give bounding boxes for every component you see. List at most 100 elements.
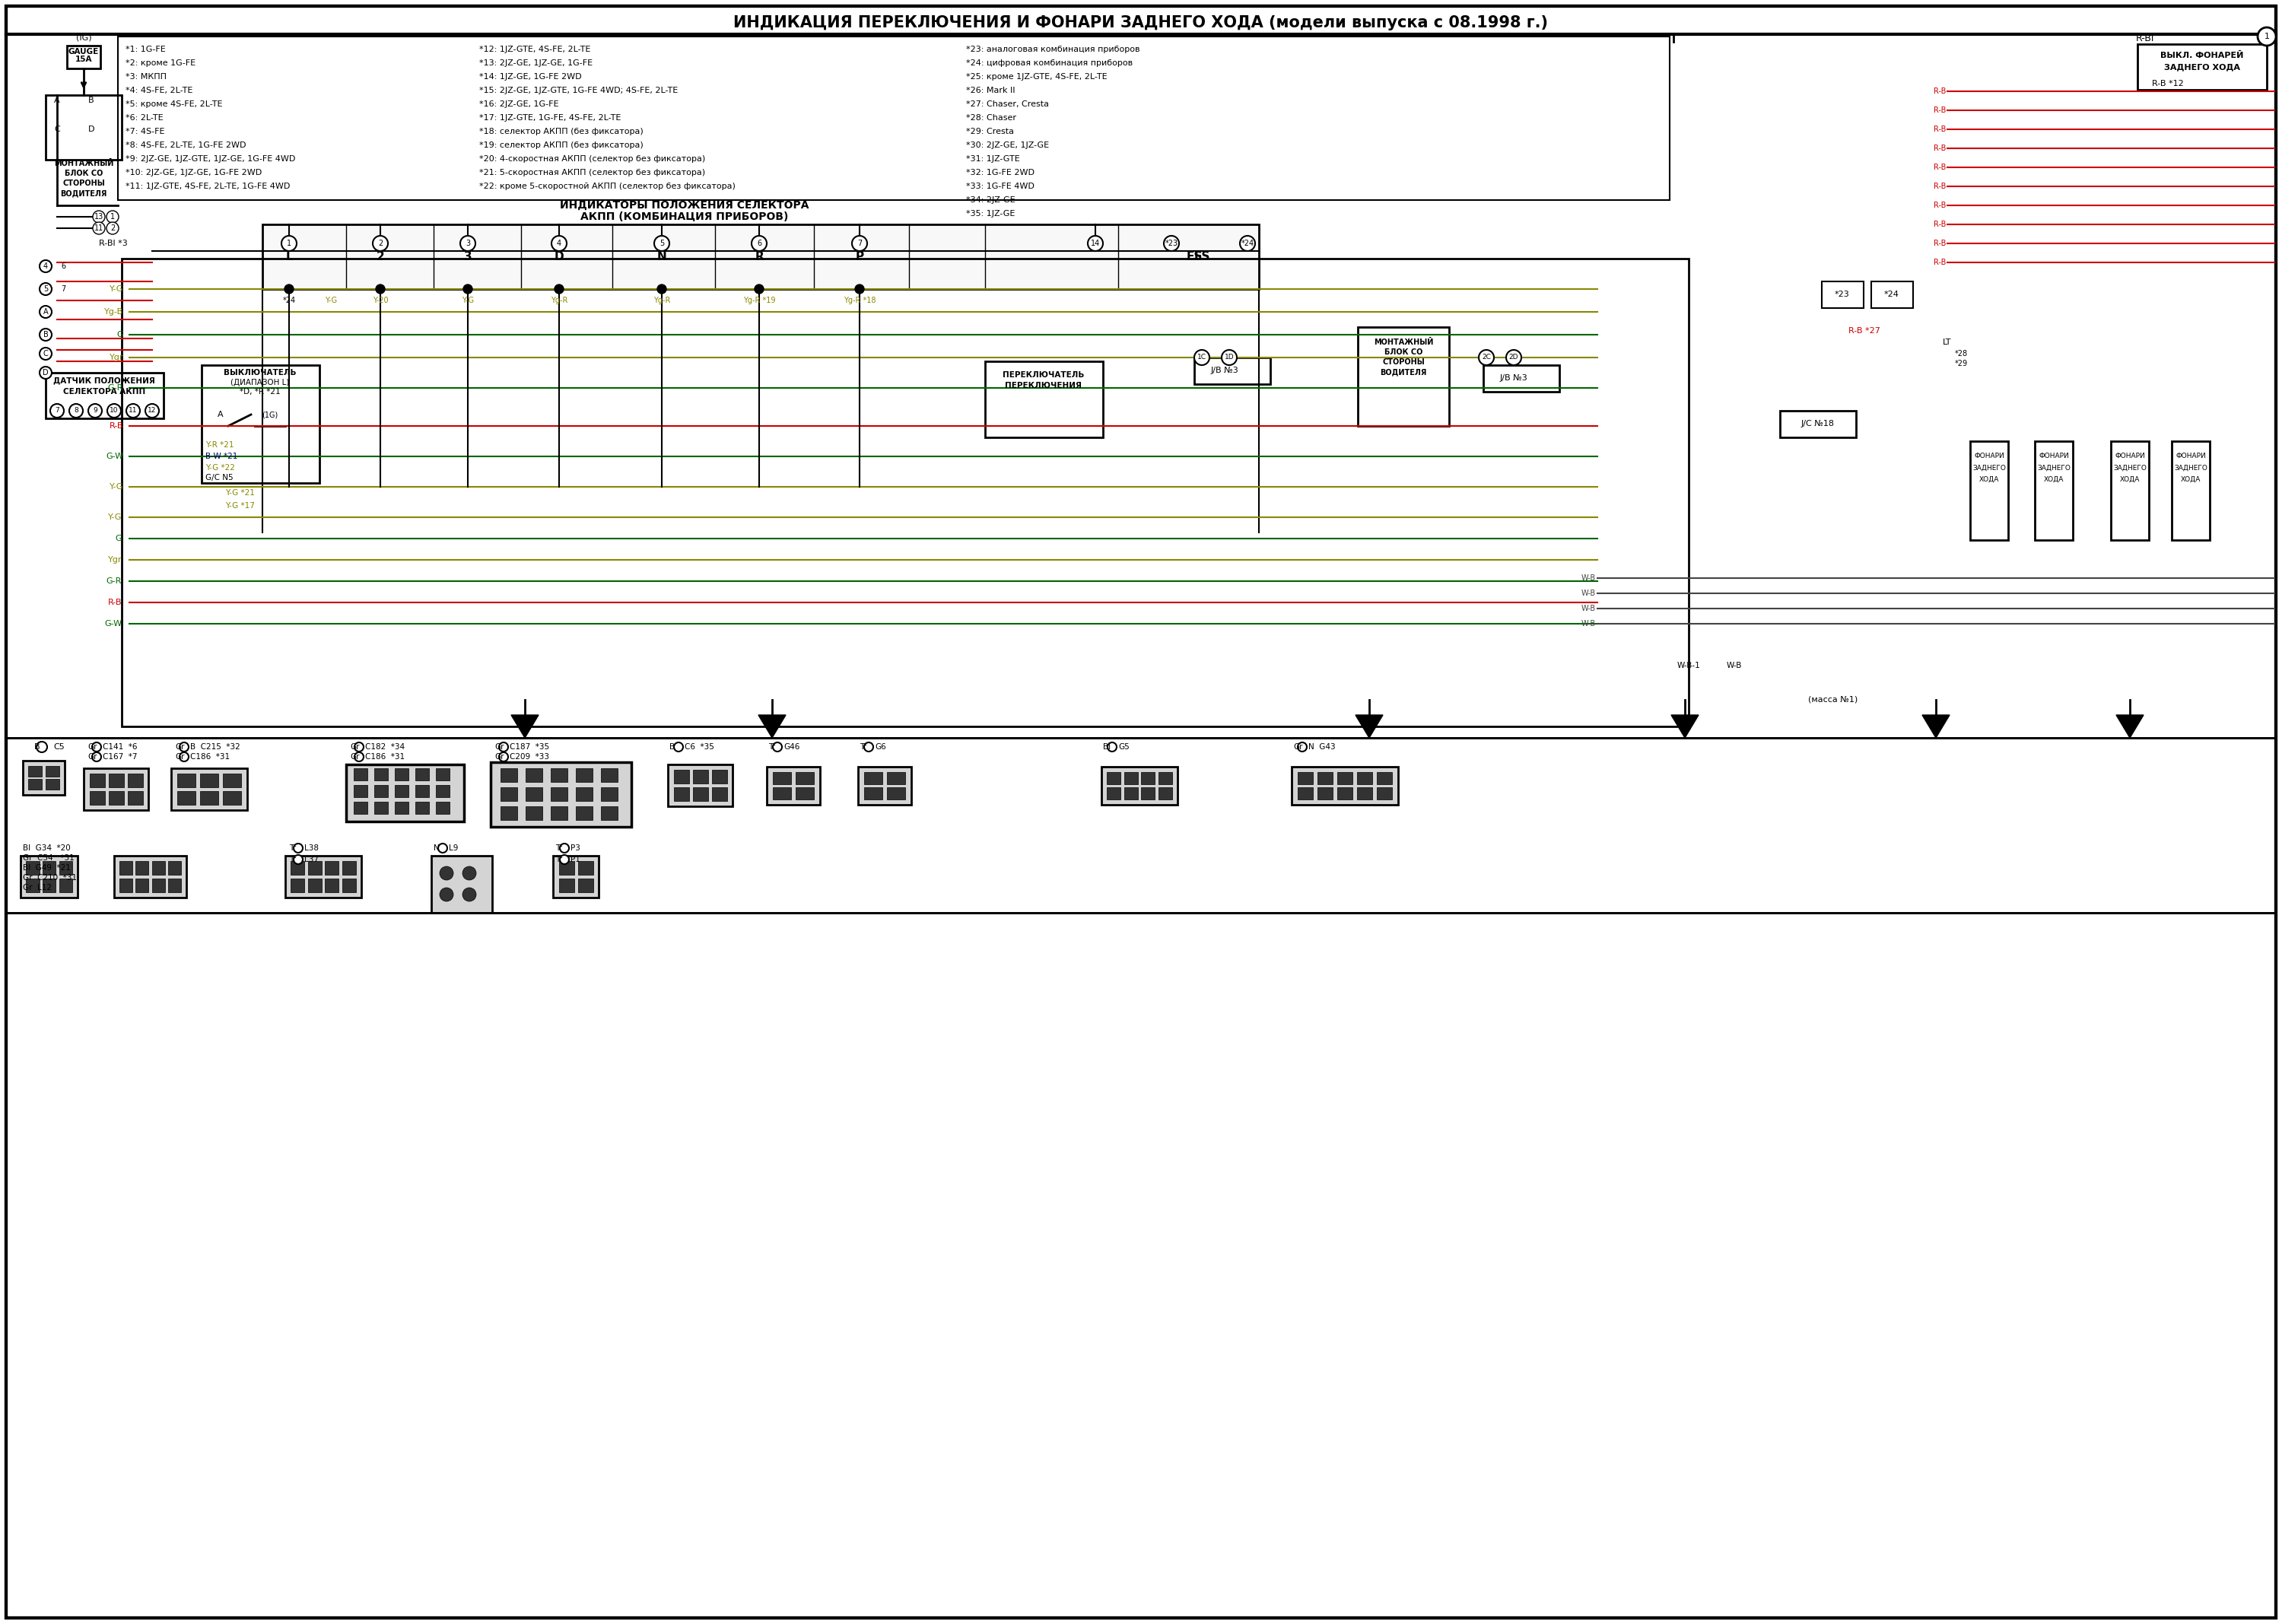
Circle shape	[107, 222, 119, 234]
Circle shape	[440, 866, 454, 880]
Circle shape	[94, 222, 105, 234]
Circle shape	[294, 854, 304, 864]
Text: Y-G: Y-G	[461, 297, 475, 304]
Bar	[431, 856, 493, 913]
Text: *27: Chaser, Cresta: *27: Chaser, Cresta	[965, 101, 1050, 109]
Bar	[500, 788, 518, 801]
Text: Bl  G34  *20: Bl G34 *20	[23, 844, 71, 853]
Circle shape	[107, 404, 121, 417]
Text: *10: 2JZ-GE, 1JZ-GE, 1G-FE 2WD: *10: 2JZ-GE, 1JZ-GE, 1G-FE 2WD	[126, 169, 262, 177]
Text: 10: 10	[110, 408, 119, 414]
Text: G-W: G-W	[105, 620, 121, 627]
Text: 2D: 2D	[1508, 354, 1518, 361]
Bar	[354, 768, 367, 781]
Circle shape	[50, 404, 64, 417]
Bar	[201, 773, 219, 788]
Text: P3: P3	[570, 844, 580, 853]
Text: *18: селектор АКПП (без фиксатора): *18: селектор АКПП (без фиксатора)	[479, 128, 644, 135]
Text: ЗАДНЕГО: ЗАДНЕГО	[2113, 464, 2147, 471]
Bar	[178, 773, 196, 788]
Text: Bl: Bl	[1102, 744, 1111, 750]
Circle shape	[751, 235, 767, 252]
Text: Tr: Tr	[769, 744, 776, 750]
Bar	[374, 768, 388, 781]
Text: ФОНАРИ: ФОНАРИ	[1974, 453, 2004, 460]
Text: 4: 4	[557, 240, 561, 247]
Text: ФОНАРИ: ФОНАРИ	[2175, 453, 2207, 460]
Bar	[308, 861, 322, 875]
Text: GAUGE: GAUGE	[68, 49, 98, 55]
Bar	[110, 791, 123, 804]
Bar	[1317, 771, 1333, 784]
Bar	[1107, 771, 1120, 784]
Text: *8: 4S-FE, 2L-TE, 1G-FE 2WD: *8: 4S-FE, 2L-TE, 1G-FE 2WD	[126, 141, 246, 149]
Text: *22: кроме 5-скоростной АКПП (селектор без фиксатора): *22: кроме 5-скоростной АКПП (селектор б…	[479, 182, 735, 190]
Text: C209  *33: C209 *33	[509, 754, 550, 760]
Bar	[436, 784, 450, 797]
Text: ДАТЧИК ПОЛОЖЕНИЯ: ДАТЧИК ПОЛОЖЕНИЯ	[52, 377, 155, 385]
Bar	[1102, 767, 1178, 806]
Text: A: A	[43, 309, 48, 315]
Text: W-B: W-B	[1581, 575, 1595, 581]
Text: B-W *21: B-W *21	[205, 453, 237, 460]
Text: 3: 3	[463, 250, 472, 261]
Text: J/C №18: J/C №18	[1800, 421, 1835, 427]
Circle shape	[354, 742, 363, 752]
Text: 2: 2	[110, 224, 114, 232]
Bar	[354, 802, 367, 814]
Bar	[415, 802, 429, 814]
Text: ЗАДНЕГО: ЗАДНЕГО	[2175, 464, 2207, 471]
Circle shape	[37, 742, 48, 752]
Text: C6  *35: C6 *35	[685, 744, 714, 750]
Bar	[201, 791, 219, 804]
Bar	[500, 806, 518, 820]
Text: Y-G *21: Y-G *21	[226, 489, 253, 497]
Circle shape	[91, 742, 100, 752]
Bar	[600, 768, 618, 781]
Text: C187  *35: C187 *35	[509, 744, 550, 750]
Bar	[774, 788, 792, 799]
Text: N: N	[657, 250, 666, 261]
Text: 8: 8	[73, 408, 78, 414]
Circle shape	[126, 404, 139, 417]
Bar	[600, 806, 618, 820]
Bar	[84, 768, 148, 810]
Bar	[1358, 326, 1449, 425]
Text: Gr  C210  *31: Gr C210 *31	[23, 874, 78, 882]
Text: 5: 5	[43, 286, 48, 292]
Text: Gr  L12: Gr L12	[23, 883, 52, 892]
Bar	[119, 861, 132, 875]
Bar	[114, 856, 187, 898]
Circle shape	[774, 742, 783, 752]
Text: 4: 4	[43, 263, 48, 270]
Text: Tr: Tr	[555, 844, 561, 853]
Bar	[865, 771, 883, 784]
Bar	[347, 765, 463, 822]
Circle shape	[39, 348, 52, 361]
Text: Yg-R: Yg-R	[550, 297, 568, 304]
Text: A: A	[217, 411, 224, 419]
Text: Ygr: Ygr	[107, 555, 121, 564]
Bar	[694, 788, 707, 801]
Text: C167  *7: C167 *7	[103, 754, 137, 760]
Text: 1: 1	[110, 213, 114, 221]
Circle shape	[107, 211, 119, 222]
Text: Gr  C54   *31: Gr C54 *31	[23, 854, 75, 862]
Bar	[1141, 788, 1155, 799]
Text: Bl  G49  *21: Bl G49 *21	[23, 864, 71, 872]
Bar	[436, 768, 450, 781]
Text: *14: 1JZ-GE, 1G-FE 2WD: *14: 1JZ-GE, 1G-FE 2WD	[479, 73, 582, 81]
Bar	[436, 802, 450, 814]
Bar	[153, 879, 164, 892]
Text: B  C215  *32: B C215 *32	[189, 744, 240, 750]
Text: R-B: R-B	[110, 422, 123, 430]
Text: *1: 1G-FE: *1: 1G-FE	[126, 45, 167, 54]
Text: *28: Chaser: *28: Chaser	[965, 114, 1015, 122]
Text: R-B: R-B	[1933, 201, 1947, 209]
Circle shape	[1193, 349, 1209, 365]
Circle shape	[865, 742, 874, 752]
Text: 13: 13	[94, 213, 103, 221]
Circle shape	[180, 752, 189, 762]
Bar	[1780, 411, 1855, 437]
Text: *21: 5-скоростная АКПП (селектор без фиксатора): *21: 5-скоростная АКПП (селектор без фик…	[479, 169, 705, 177]
